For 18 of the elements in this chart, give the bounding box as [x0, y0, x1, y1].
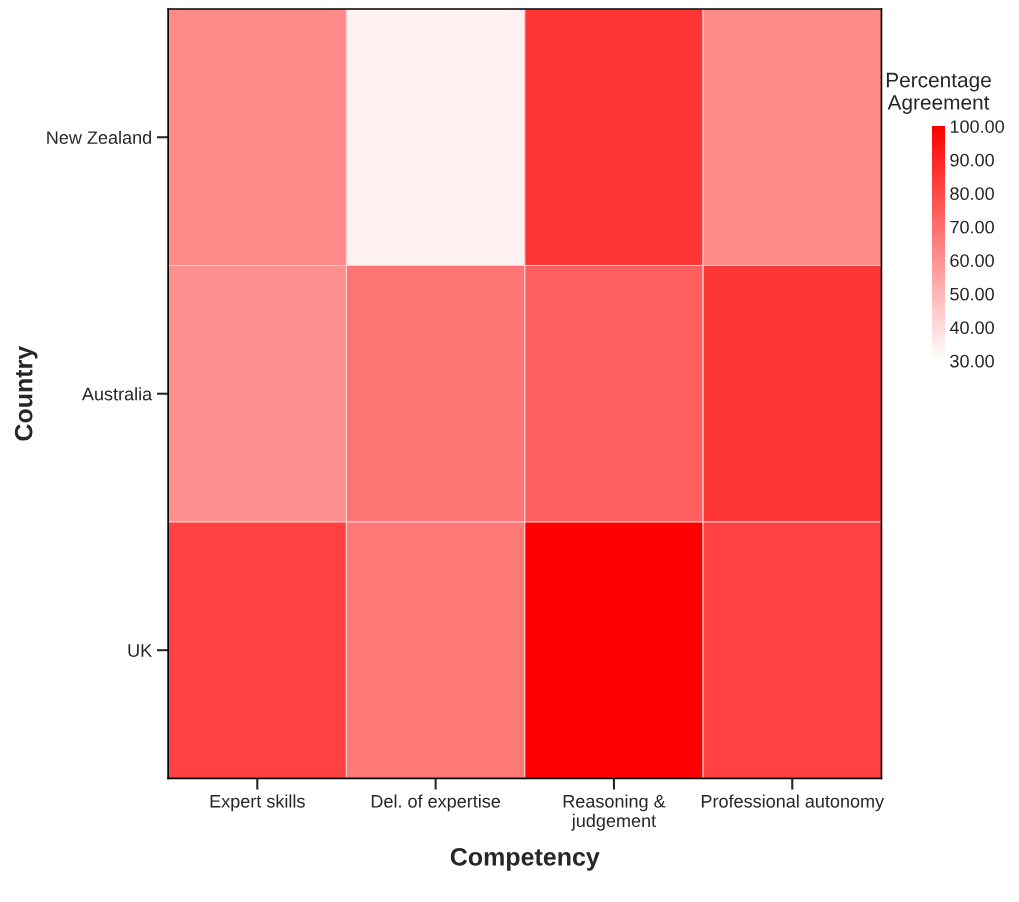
color-bar-label: 60.00 [950, 254, 994, 268]
color-bar-label: 40.00 [949, 321, 994, 335]
x-tick-label: Reasoning & judgement [563, 794, 666, 831]
color-bar-label: 30.00 [950, 354, 994, 368]
x-tick-label: Professional autonomy [701, 794, 885, 812]
y-tick-label: New Zealand [47, 130, 152, 144]
color-bar-label: 80.00 [950, 187, 994, 201]
x-tick-label: Expert skills [210, 794, 305, 812]
x-axis-title: Competency [450, 848, 600, 871]
y-tick-label: Australia [81, 387, 153, 401]
color-bar-label: 70.00 [950, 220, 994, 234]
x-tick-label: Del. of expertise [371, 794, 501, 812]
color-bar-label: 90.00 [950, 153, 994, 167]
color-bar-label: 100.00 [950, 120, 1004, 133]
y-axis-title: Country [14, 345, 38, 441]
color-bar-label: 50.00 [950, 287, 994, 301]
color-bar-title: Percentage Agreement [886, 72, 991, 114]
y-tick-label: UK [128, 644, 152, 657]
